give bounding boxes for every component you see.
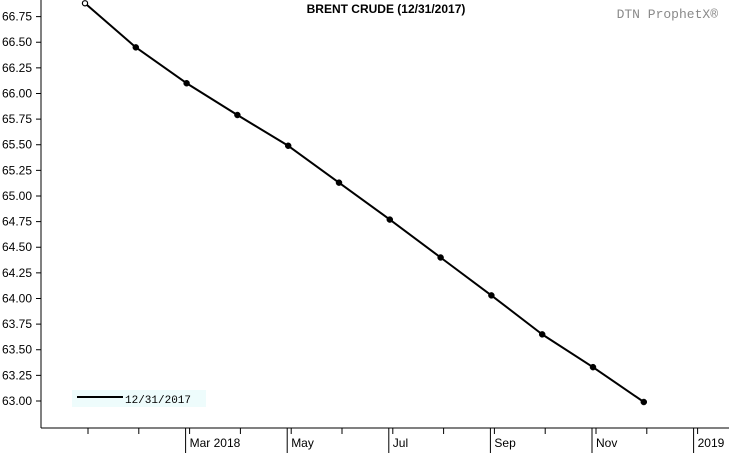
data-point bbox=[386, 216, 394, 223]
y-tick-label: 64.50 bbox=[2, 240, 32, 254]
data-point bbox=[234, 111, 241, 119]
legend: 12/31/2017 bbox=[72, 390, 206, 407]
data-point bbox=[589, 363, 597, 371]
x-axis-ticks: Mar 2018 May Jul Sep Nov 2019 bbox=[87, 428, 725, 453]
y-tick-label: 63.00 bbox=[2, 394, 32, 408]
legend-label: 12/31/2017 bbox=[125, 395, 191, 407]
y-tick-label: 64.00 bbox=[2, 291, 32, 305]
data-point bbox=[538, 331, 546, 338]
x-tick-label: May bbox=[291, 436, 314, 450]
chart-title: BRENT CRUDE (12/31/2017) bbox=[307, 2, 466, 16]
y-tick-label: 65.75 bbox=[2, 112, 32, 126]
watermark: DTN ProphetX® bbox=[617, 7, 719, 22]
y-axis-ticks: 63.00 63.25 63.50 63.75 64.00 64.25 64.50 64.75… bbox=[2, 10, 41, 408]
series-line bbox=[84, 2, 645, 403]
y-tick-label: 65.00 bbox=[2, 189, 32, 203]
y-tick-label: 65.25 bbox=[2, 163, 32, 177]
series-layer bbox=[81, 0, 648, 406]
data-point bbox=[437, 254, 444, 261]
data-point bbox=[132, 44, 140, 51]
x-tick-label: Nov bbox=[596, 436, 617, 450]
y-tick-label: 66.00 bbox=[2, 86, 32, 100]
data-point bbox=[335, 179, 343, 186]
legend-background bbox=[72, 390, 206, 407]
y-tick-label: 65.50 bbox=[2, 138, 32, 152]
data-point bbox=[284, 142, 292, 150]
y-tick-label: 64.25 bbox=[2, 266, 32, 280]
data-point bbox=[183, 79, 190, 87]
y-tick-label: 66.50 bbox=[2, 35, 32, 49]
x-tick-label: Sep bbox=[494, 436, 516, 450]
data-point bbox=[640, 398, 648, 406]
data-point bbox=[81, 0, 89, 7]
x-tick-label: 2019 bbox=[698, 436, 725, 450]
x-tick-label: Jul bbox=[393, 436, 408, 450]
y-tick-label: 64.75 bbox=[2, 215, 32, 229]
y-tick-label: 66.75 bbox=[2, 10, 32, 24]
y-tick-label: 63.75 bbox=[2, 317, 32, 331]
x-tick-label: Mar 2018 bbox=[190, 436, 241, 450]
y-tick-label: 63.50 bbox=[2, 343, 32, 357]
data-point bbox=[488, 292, 495, 299]
y-tick-label: 66.25 bbox=[2, 61, 32, 75]
y-tick-label: 63.25 bbox=[2, 368, 32, 382]
